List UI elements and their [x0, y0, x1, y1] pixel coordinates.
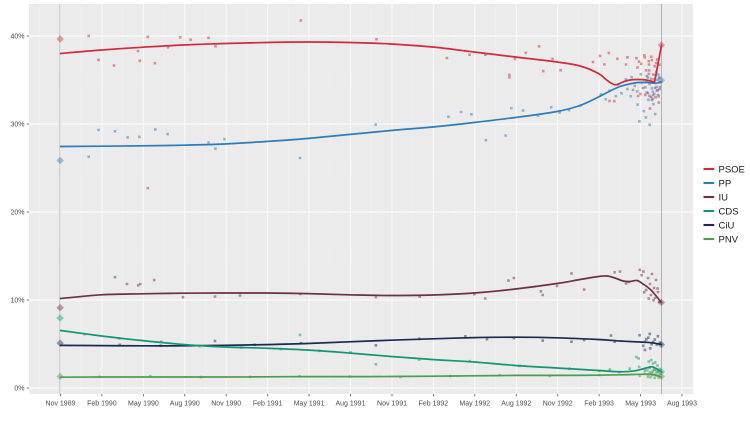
svg-text:10%: 10% [10, 297, 24, 304]
svg-text:May 1993: May 1993 [625, 401, 656, 408]
svg-text:Nov 1990: Nov 1990 [211, 401, 241, 408]
svg-text:Nov 1989: Nov 1989 [46, 401, 76, 408]
svg-text:0%: 0% [14, 385, 24, 392]
svg-text:Aug 1993: Aug 1993 [667, 401, 697, 408]
svg-text:Nov 1992: Nov 1992 [543, 401, 573, 408]
svg-text:May 1990: May 1990 [128, 401, 159, 408]
svg-text:Feb 1991: Feb 1991 [253, 401, 283, 408]
svg-text:May 1992: May 1992 [459, 401, 490, 408]
svg-text:Feb 1992: Feb 1992 [419, 401, 449, 408]
svg-text:40%: 40% [10, 33, 24, 40]
svg-text:IU: IU [719, 192, 729, 203]
svg-text:Feb 1990: Feb 1990 [87, 401, 117, 408]
svg-text:30%: 30% [10, 121, 24, 128]
svg-text:Aug 1992: Aug 1992 [501, 401, 531, 408]
svg-text:Aug 1991: Aug 1991 [336, 401, 366, 408]
svg-text:PP: PP [719, 178, 732, 189]
svg-text:20%: 20% [10, 209, 24, 216]
svg-text:Nov 1991: Nov 1991 [377, 401, 407, 408]
svg-text:CiU: CiU [719, 220, 735, 231]
svg-text:May 1991: May 1991 [294, 401, 325, 408]
svg-text:PNV: PNV [719, 234, 739, 245]
svg-text:Aug 1990: Aug 1990 [170, 401, 200, 408]
svg-text:CDS: CDS [719, 206, 739, 217]
svg-text:Feb 1993: Feb 1993 [584, 401, 614, 408]
svg-text:PSOE: PSOE [719, 164, 745, 175]
